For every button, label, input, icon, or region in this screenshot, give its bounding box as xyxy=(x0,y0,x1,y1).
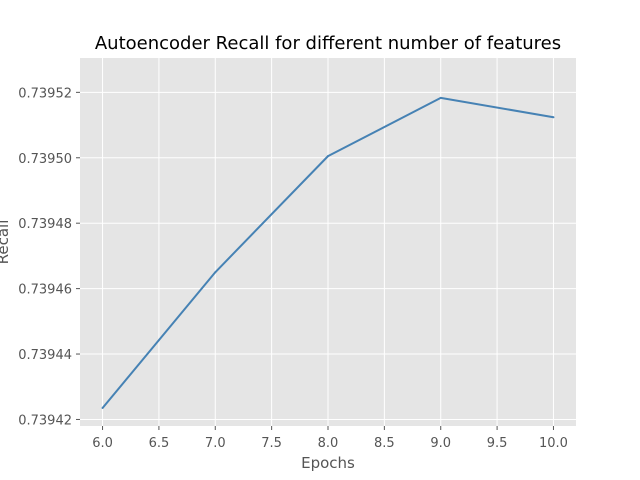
x-tick-label: 8.5 xyxy=(374,436,395,451)
x-tick-label: 6.5 xyxy=(149,436,170,451)
x-tick-label: 7.0 xyxy=(205,436,226,451)
x-tick-label: 7.5 xyxy=(261,436,282,451)
data-point xyxy=(439,96,442,99)
y-tick-label: 0.73944 xyxy=(18,348,72,363)
x-tick-label: 9.5 xyxy=(487,436,508,451)
data-point xyxy=(552,116,555,119)
chart-title: Autoencoder Recall for different number … xyxy=(95,33,561,54)
x-tick-label: 6.0 xyxy=(92,436,113,451)
x-axis-ticks: 6.0 6.5 7.0 7.5 8.0 8.5 9.0 9.5 10.0 xyxy=(92,426,568,451)
x-tick-label: 9.0 xyxy=(430,436,451,451)
x-axis-label: Epochs xyxy=(301,454,355,472)
x-tick-label: 8.0 xyxy=(318,436,339,451)
y-tick-label: 0.73948 xyxy=(18,217,72,232)
data-point xyxy=(101,407,104,410)
grid-lines xyxy=(80,58,576,426)
y-tick-label: 0.73950 xyxy=(18,152,72,167)
x-tick-label: 10.0 xyxy=(539,436,568,451)
y-tick-label: 0.73942 xyxy=(18,413,72,428)
y-axis-ticks: 0.73942 0.73944 0.73946 0.73948 0.73950 0.739… xyxy=(18,86,80,428)
series-group xyxy=(101,96,555,410)
y-axis-label: Recall xyxy=(0,220,12,265)
data-point xyxy=(327,155,329,158)
data-point xyxy=(214,271,217,274)
y-tick-label: 0.73952 xyxy=(18,86,72,101)
y-tick-label: 0.73946 xyxy=(18,283,72,298)
